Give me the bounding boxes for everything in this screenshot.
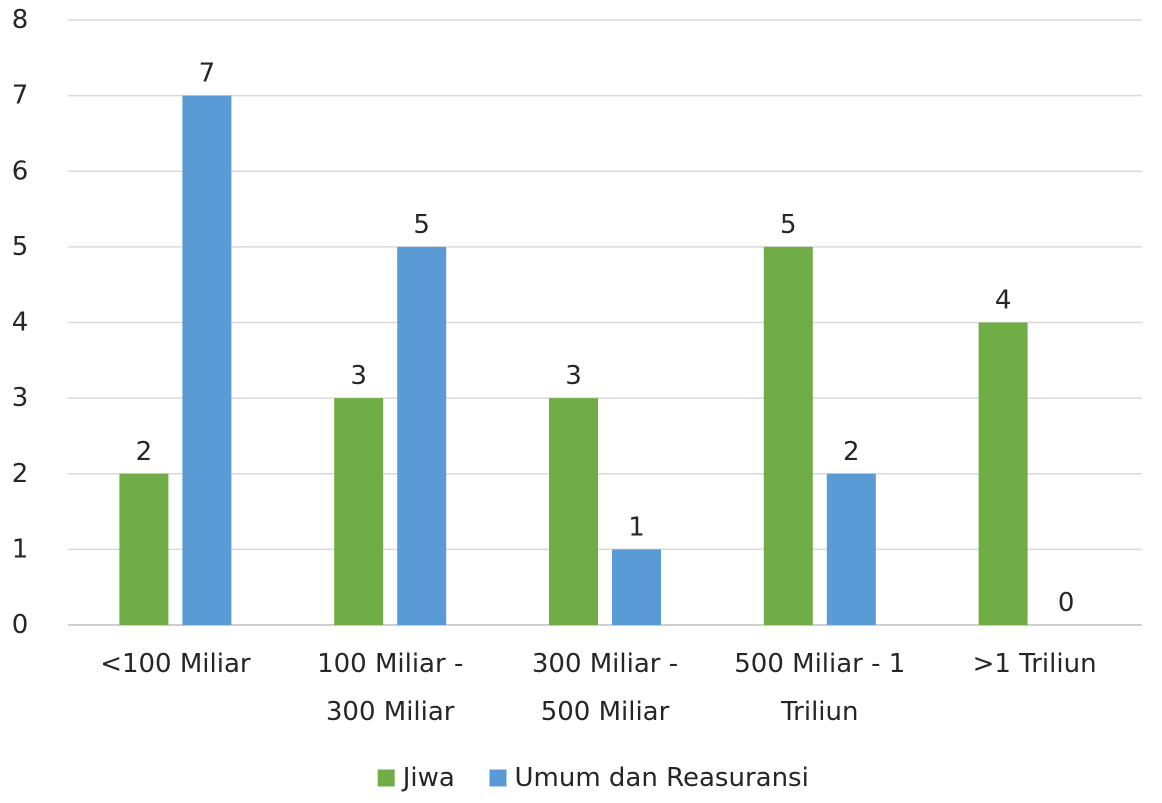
y-tick-label: 8: [12, 5, 29, 35]
data-label: 5: [413, 210, 430, 240]
legend: Jiwa Umum dan Reasuransi: [377, 763, 809, 793]
y-tick-label: 5: [12, 232, 29, 262]
data-label: 2: [136, 437, 153, 467]
bar-jiwa: [334, 398, 384, 625]
legend-label: Jiwa: [401, 763, 455, 793]
y-tick-label: 3: [12, 383, 29, 413]
bars: [119, 95, 1028, 625]
y-tick-label: 2: [12, 459, 29, 489]
x-tick-label-line: >1 Triliun: [973, 649, 1097, 679]
bar-umum-dan-reasuransi: [182, 95, 232, 625]
x-tick-label: <100 Miliar: [100, 649, 251, 679]
legend-swatch: [377, 769, 395, 787]
data-label: 1: [628, 512, 645, 542]
data-label: 7: [199, 59, 216, 89]
data-label: 3: [350, 361, 367, 391]
data-label: 5: [780, 210, 797, 240]
data-label: 2: [843, 437, 860, 467]
bar-umum-dan-reasuransi: [612, 549, 661, 625]
y-tick-label: 6: [12, 156, 29, 186]
bar-jiwa: [978, 322, 1028, 625]
x-tick-label-line: 300 Miliar -: [532, 649, 678, 679]
x-tick-label-line: 500 Miliar - 1: [734, 649, 905, 679]
bar-umum-dan-reasuransi: [397, 246, 447, 625]
x-axis: <100 Miliar 100 Miliar - 300 Miliar 300 Mil…: [100, 649, 1096, 727]
x-tick-label-line: 500 Miliar: [541, 697, 670, 727]
x-tick-label: 500 Miliar - 1 Triliun: [734, 649, 905, 727]
data-labels: 2 7 3 5 3 1 5 2 4 0: [136, 59, 1075, 618]
x-tick-label-line: 300 Miliar: [326, 697, 455, 727]
data-label: 4: [995, 286, 1012, 316]
legend-label: Umum dan Reasuransi: [515, 763, 809, 793]
bar-jiwa: [763, 246, 813, 625]
x-tick-label: 300 Miliar - 500 Miliar: [532, 649, 678, 727]
legend-swatch: [489, 769, 507, 787]
y-tick-label: 1: [12, 534, 29, 564]
x-tick-label: 100 Miliar - 300 Miliar: [317, 649, 463, 727]
bar-jiwa: [549, 398, 598, 625]
y-axis: 0 1 2 3 4 5 6 7 8: [12, 5, 29, 640]
x-tick-label: >1 Triliun: [973, 649, 1097, 679]
bar-jiwa: [119, 473, 169, 625]
data-label: 3: [565, 361, 582, 391]
x-tick-label-line: 100 Miliar -: [317, 649, 463, 679]
x-tick-label-line: Triliun: [780, 697, 858, 727]
y-tick-label: 7: [12, 81, 29, 111]
gridlines: [68, 19, 1142, 626]
y-tick-label: 0: [12, 610, 29, 640]
bar-umum-dan-reasuransi: [826, 473, 876, 625]
data-label: 0: [1058, 588, 1075, 618]
x-tick-label-line: <100 Miliar: [100, 649, 251, 679]
y-tick-label: 4: [12, 308, 29, 338]
